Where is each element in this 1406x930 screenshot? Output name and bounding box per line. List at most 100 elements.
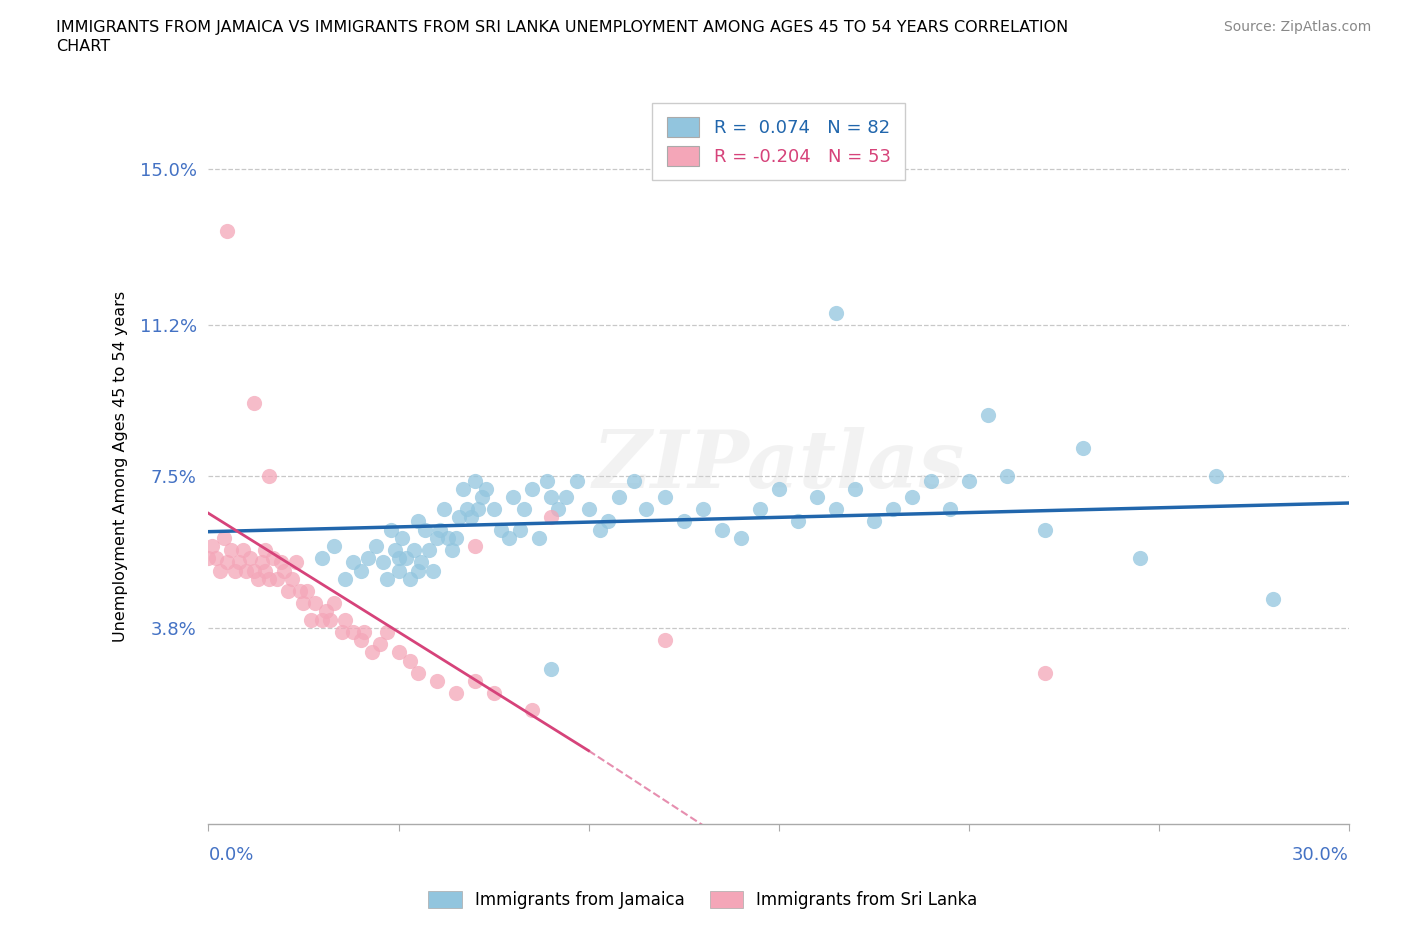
Point	[422, 564, 444, 578]
Point	[243, 564, 266, 578]
Point	[375, 571, 398, 586]
Point	[322, 596, 344, 611]
Point	[270, 555, 292, 570]
Point	[976, 407, 998, 422]
Point	[540, 510, 562, 525]
Point	[413, 522, 436, 537]
Point	[217, 555, 239, 570]
Text: CHART: CHART	[56, 39, 110, 54]
Point	[243, 395, 266, 410]
Point	[502, 489, 524, 504]
Point	[596, 514, 619, 529]
Point	[589, 522, 612, 537]
Point	[235, 564, 257, 578]
Point	[335, 612, 357, 627]
Point	[509, 522, 531, 537]
Point	[440, 542, 463, 557]
Point	[730, 530, 752, 545]
Point	[460, 510, 482, 525]
Point	[197, 551, 219, 565]
Point	[692, 501, 714, 516]
Point	[368, 637, 391, 652]
Point	[418, 542, 440, 557]
Point	[513, 501, 536, 516]
Point	[399, 571, 422, 586]
Point	[425, 673, 447, 688]
Point	[567, 473, 589, 488]
Point	[464, 538, 486, 553]
Point	[411, 555, 433, 570]
Point	[806, 489, 828, 504]
Point	[277, 584, 299, 599]
Point	[292, 596, 315, 611]
Point	[449, 510, 471, 525]
Point	[349, 632, 371, 647]
Point	[239, 551, 262, 565]
Y-axis label: Unemployment Among Ages 45 to 54 years: Unemployment Among Ages 45 to 54 years	[114, 290, 128, 642]
Point	[319, 612, 342, 627]
Point	[748, 501, 770, 516]
Point	[475, 481, 498, 496]
Point	[288, 584, 311, 599]
Text: IMMIGRANTS FROM JAMAICA VS IMMIGRANTS FROM SRI LANKA UNEMPLOYMENT AMONG AGES 45 : IMMIGRANTS FROM JAMAICA VS IMMIGRANTS FR…	[56, 20, 1069, 35]
Point	[266, 571, 288, 586]
Point	[208, 564, 231, 578]
Point	[498, 530, 520, 545]
Point	[471, 489, 494, 504]
Text: ZIPatlas: ZIPatlas	[592, 428, 965, 505]
Point	[900, 489, 922, 504]
Point	[259, 571, 281, 586]
Point	[353, 625, 375, 640]
Point	[311, 612, 333, 627]
Point	[304, 596, 326, 611]
Point	[1261, 591, 1284, 606]
Point	[254, 564, 277, 578]
Point	[520, 481, 543, 496]
Point	[364, 538, 387, 553]
Point	[456, 501, 478, 516]
Point	[357, 551, 380, 565]
Point	[335, 571, 357, 586]
Point	[1129, 551, 1152, 565]
Point	[467, 501, 489, 516]
Point	[395, 551, 418, 565]
Point	[273, 564, 295, 578]
Point	[1071, 440, 1094, 455]
Point	[406, 564, 429, 578]
Point	[361, 645, 384, 660]
Point	[433, 501, 456, 516]
Point	[554, 489, 576, 504]
Point	[342, 555, 364, 570]
Point	[402, 542, 425, 557]
Point	[444, 686, 467, 701]
Point	[425, 530, 447, 545]
Point	[654, 489, 676, 504]
Point	[623, 473, 645, 488]
Point	[373, 555, 395, 570]
Point	[882, 501, 904, 516]
Point	[547, 501, 569, 516]
Point	[246, 571, 269, 586]
Point	[957, 473, 980, 488]
Text: Source: ZipAtlas.com: Source: ZipAtlas.com	[1223, 20, 1371, 34]
Point	[437, 530, 460, 545]
Point	[464, 673, 486, 688]
Point	[387, 645, 409, 660]
Point	[250, 555, 273, 570]
Text: 30.0%: 30.0%	[1292, 845, 1348, 864]
Point	[212, 530, 235, 545]
Point	[311, 551, 333, 565]
Point	[297, 584, 319, 599]
Point	[540, 661, 562, 676]
Text: 0.0%: 0.0%	[208, 845, 254, 864]
Point	[375, 625, 398, 640]
Point	[380, 522, 402, 537]
Point	[201, 538, 224, 553]
Point	[406, 666, 429, 681]
Point	[342, 625, 364, 640]
Point	[920, 473, 942, 488]
Point	[1205, 469, 1227, 484]
Point	[429, 522, 451, 537]
Point	[322, 538, 344, 553]
Point	[315, 604, 337, 619]
